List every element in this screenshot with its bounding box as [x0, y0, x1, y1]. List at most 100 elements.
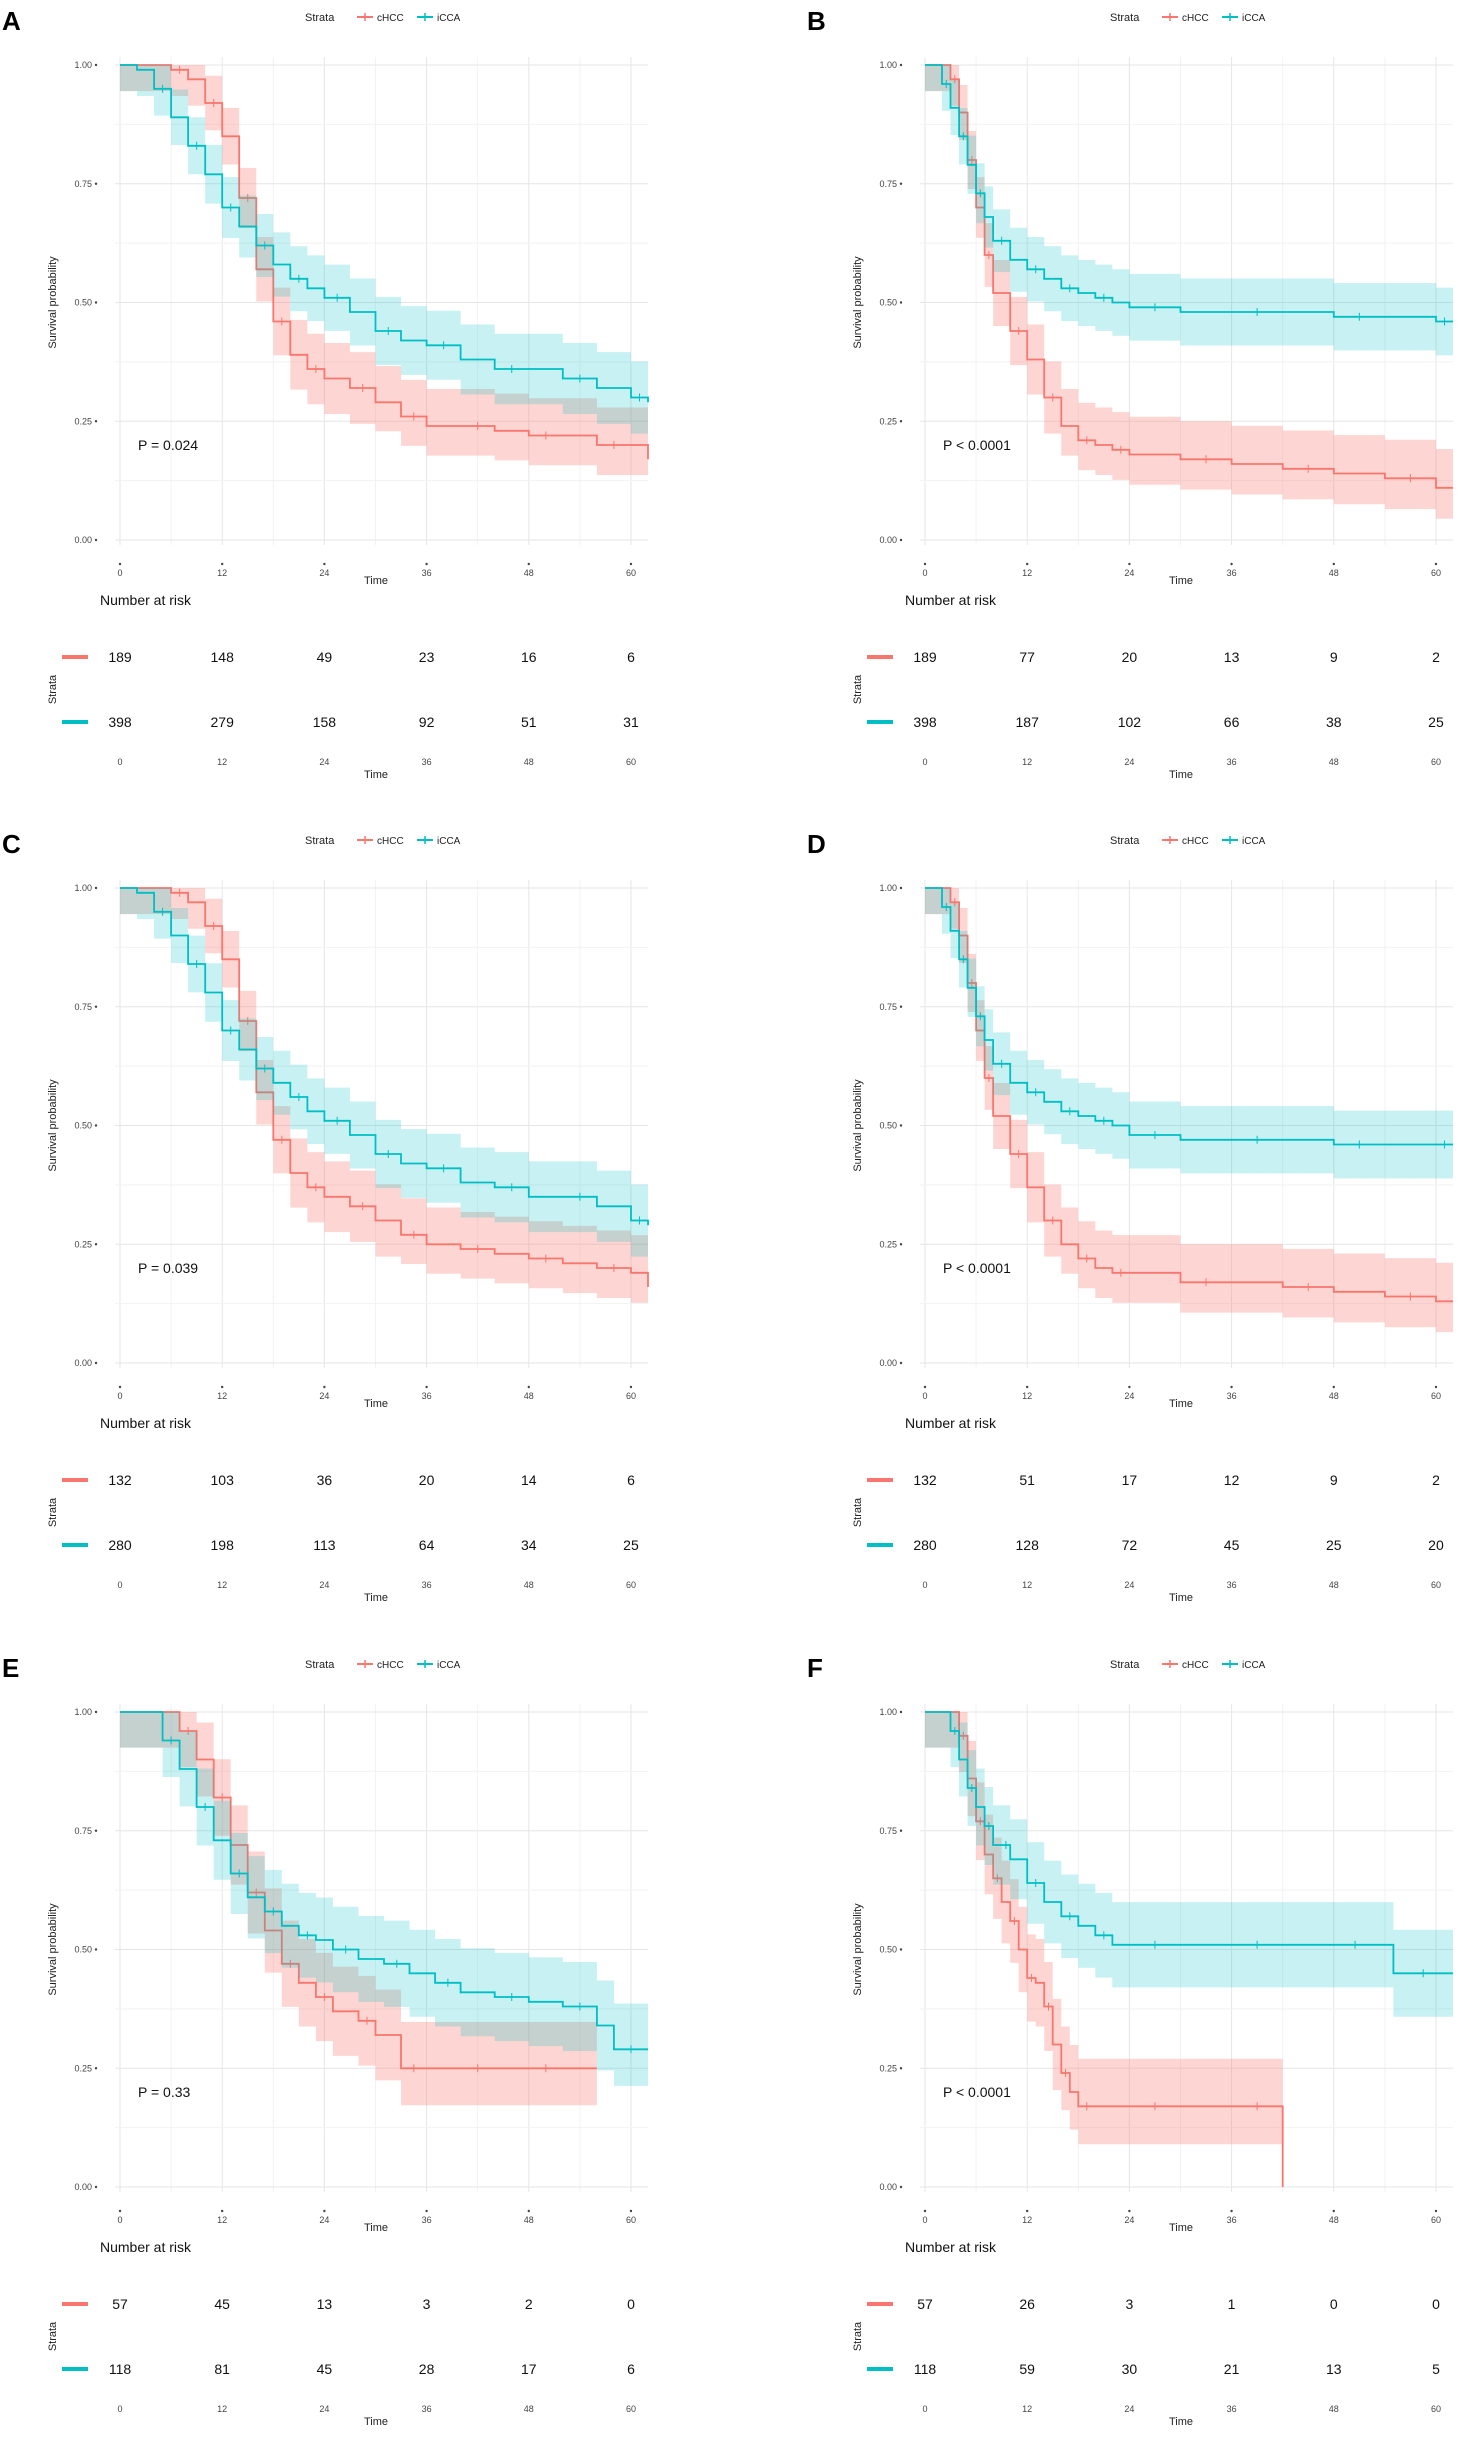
y-axis-title: Survival probability — [47, 1079, 59, 1172]
risk-count: 45 — [214, 2296, 230, 2312]
risk-x-tick-label: 36 — [422, 757, 432, 767]
x-tick-label: 48 — [524, 1391, 534, 1401]
risk-count: 57 — [112, 2296, 128, 2312]
legend: Strata cHCC iCCA — [1110, 12, 1266, 24]
x-tick-label: 60 — [1431, 568, 1441, 578]
legend-title: Strata — [1110, 12, 1140, 24]
y-tick-label: 0.75 — [879, 1826, 897, 1836]
y-tick-mark — [899, 1829, 903, 1832]
risk-count: 92 — [419, 714, 435, 730]
p-value: P < 0.0001 — [943, 2084, 1011, 2100]
x-tick-mark — [1332, 2209, 1335, 2213]
risk-count: 9 — [1330, 649, 1338, 665]
y-tick-mark — [899, 886, 903, 890]
survival-curve-icca — [120, 64, 649, 403]
y-tick-label: 0.00 — [879, 535, 897, 545]
y-tick-mark — [899, 301, 903, 304]
x-tick-mark — [425, 1385, 428, 1389]
p-value: P < 0.0001 — [943, 437, 1011, 453]
risk-count: 31 — [623, 714, 639, 730]
y-tick-mark — [899, 182, 903, 185]
risk-table: Number at risk Strata 132 103 36 20 14 6 280 198 1… — [47, 1415, 639, 1604]
y-tick-mark — [899, 1005, 903, 1008]
y-tick-mark — [94, 1361, 98, 1365]
series-icca — [925, 887, 1453, 1179]
risk-x-tick-label: 24 — [319, 2404, 329, 2414]
survival-curve-chcc — [120, 64, 649, 460]
risk-count: 72 — [1122, 1537, 1138, 1553]
ci-band-icca — [925, 65, 1453, 356]
risk-x-tick-label: 60 — [626, 2404, 636, 2414]
ci-band-icca — [120, 65, 648, 434]
x-tick-mark — [118, 562, 122, 566]
y-axis-title: Survival probability — [852, 1079, 864, 1172]
x-tick-mark — [1128, 1385, 1131, 1389]
risk-count: 6 — [627, 649, 635, 665]
x-axis-title: Time — [364, 575, 388, 587]
x-tick-mark — [1025, 2209, 1029, 2213]
x-tick-label: 24 — [319, 2215, 329, 2225]
y-tick-mark — [94, 1243, 98, 1246]
risk-count: 49 — [317, 649, 333, 665]
risk-table-strata-label: Strata — [852, 1497, 864, 1527]
risk-count: 25 — [623, 1537, 639, 1553]
x-tick-label: 36 — [422, 568, 432, 578]
x-tick-mark — [1230, 562, 1233, 566]
x-tick-label: 36 — [1227, 1391, 1237, 1401]
risk-table-title: Number at risk — [905, 1415, 997, 1431]
risk-x-tick-label: 12 — [1022, 2404, 1032, 2414]
risk-table-title: Number at risk — [100, 2239, 192, 2255]
y-tick-mark — [94, 2067, 98, 2070]
y-tick-label: 0.75 — [879, 179, 897, 189]
y-tick-label: 0.50 — [74, 298, 92, 308]
ci-band-icca — [925, 888, 1453, 1179]
y-tick-mark — [94, 1948, 98, 1951]
x-tick-label: 60 — [626, 1391, 636, 1401]
legend-label-icca: iCCA — [437, 836, 461, 847]
x-tick-mark — [220, 562, 224, 566]
x-tick-mark — [1434, 562, 1438, 566]
risk-count: 118 — [914, 2361, 937, 2377]
x-axis-title: Time — [1169, 1398, 1193, 1410]
x-axis-title: Time — [364, 2222, 388, 2234]
ci-band-icca — [120, 1712, 648, 2086]
risk-count: 280 — [108, 1537, 132, 1553]
x-tick-label: 24 — [1124, 568, 1134, 578]
risk-count: 189 — [108, 649, 132, 665]
x-tick-mark — [1434, 2209, 1438, 2213]
x-tick-mark — [118, 2209, 122, 2213]
risk-x-tick-label: 48 — [1329, 757, 1339, 767]
legend-label-icca: iCCA — [437, 1660, 461, 1671]
survival-curve-icca — [120, 887, 649, 1226]
x-tick-mark — [629, 562, 633, 566]
risk-count: 2 — [525, 2296, 533, 2312]
risk-table-title: Number at risk — [905, 592, 997, 608]
x-tick-mark — [323, 562, 326, 566]
y-tick-label: 0.25 — [74, 1239, 92, 1249]
ci-band-chcc — [925, 1712, 1283, 2187]
panel-letter: F — [807, 1653, 823, 1683]
risk-count: 25 — [1428, 714, 1444, 730]
y-tick-label: 0.75 — [879, 1002, 897, 1012]
x-tick-mark — [1128, 2209, 1131, 2213]
series-icca — [925, 64, 1453, 356]
legend-label-icca: iCCA — [437, 13, 461, 24]
grid — [920, 1704, 1453, 2192]
legend-label-chcc: cHCC — [1182, 13, 1209, 24]
x-tick-label: 48 — [524, 568, 534, 578]
risk-count: 279 — [211, 714, 235, 730]
legend-title: Strata — [1110, 1659, 1140, 1671]
risk-count: 23 — [419, 649, 435, 665]
x-tick-mark — [323, 1385, 326, 1389]
risk-count: 21 — [1224, 2361, 1240, 2377]
y-tick-label: 0.25 — [879, 416, 897, 426]
panel-c: C Strata cHCC iCCA 0.00 0.25 0.50 0.75 1.00 0 12 24… — [2, 829, 649, 1604]
legend-label-chcc: cHCC — [377, 836, 404, 847]
risk-x-tick-label: 12 — [217, 1580, 227, 1590]
risk-count: 13 — [1326, 2361, 1342, 2377]
y-axis-title: Survival probability — [47, 1903, 59, 1996]
y-tick-label: 0.75 — [74, 1002, 92, 1012]
risk-x-tick-label: 36 — [422, 1580, 432, 1590]
x-tick-label: 12 — [1022, 2215, 1032, 2225]
